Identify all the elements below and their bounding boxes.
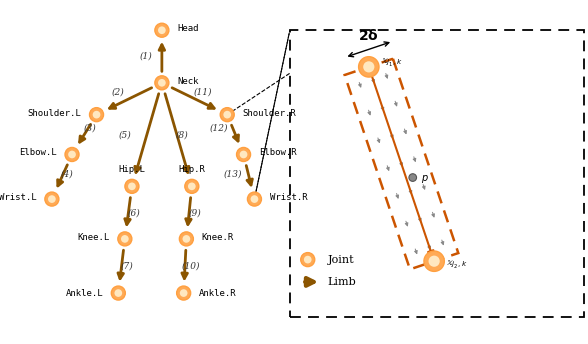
Circle shape	[223, 111, 231, 119]
Circle shape	[111, 286, 125, 300]
Text: Ankle.R: Ankle.R	[199, 289, 236, 298]
Text: Elbow.L: Elbow.L	[19, 148, 57, 158]
Text: Wrist.R: Wrist.R	[270, 193, 308, 202]
Circle shape	[48, 195, 56, 203]
Circle shape	[128, 182, 136, 190]
Text: (9): (9)	[188, 208, 201, 217]
Circle shape	[424, 251, 445, 271]
Text: Ankle.L: Ankle.L	[65, 289, 103, 298]
Bar	[290, 30, 584, 317]
Text: (8): (8)	[176, 130, 189, 139]
Text: $\mathbb{x}_{j_2,k}$: $\mathbb{x}_{j_2,k}$	[446, 258, 467, 270]
Circle shape	[45, 192, 59, 206]
Circle shape	[182, 235, 191, 243]
Text: p: p	[422, 173, 427, 183]
Circle shape	[429, 256, 440, 267]
Circle shape	[65, 148, 79, 161]
Circle shape	[220, 108, 234, 122]
Text: (5): (5)	[119, 130, 132, 139]
Text: (13): (13)	[223, 169, 242, 178]
Circle shape	[158, 26, 166, 34]
Circle shape	[121, 235, 129, 243]
Circle shape	[180, 289, 188, 297]
Text: Neck: Neck	[177, 77, 199, 86]
Text: $\mathbb{x}_{j_1,k}$: $\mathbb{x}_{j_1,k}$	[381, 56, 402, 68]
Circle shape	[363, 61, 375, 73]
Text: Knee.L: Knee.L	[78, 233, 109, 242]
Circle shape	[359, 57, 379, 77]
Circle shape	[155, 76, 169, 90]
Circle shape	[248, 192, 262, 206]
Text: Knee.R: Knee.R	[202, 233, 234, 242]
Text: (12): (12)	[210, 124, 228, 133]
Text: (3): (3)	[83, 124, 96, 133]
Text: Hip.L: Hip.L	[119, 164, 145, 174]
Text: Hip.R: Hip.R	[178, 164, 205, 174]
Circle shape	[188, 182, 196, 190]
Circle shape	[409, 174, 416, 181]
Text: (2): (2)	[112, 88, 125, 97]
Text: Shoulder.L: Shoulder.L	[28, 109, 81, 118]
Circle shape	[300, 252, 315, 267]
Circle shape	[155, 23, 169, 37]
Circle shape	[236, 148, 250, 161]
Circle shape	[68, 151, 76, 158]
Circle shape	[176, 286, 191, 300]
Text: (6): (6)	[128, 208, 140, 217]
Text: Shoulder.R: Shoulder.R	[242, 109, 296, 118]
Circle shape	[240, 151, 248, 158]
Text: $\mathbf{2\delta}$: $\mathbf{2\delta}$	[359, 28, 379, 43]
Text: Head: Head	[177, 24, 199, 33]
Circle shape	[125, 179, 139, 193]
Text: Limb: Limb	[328, 277, 356, 287]
Circle shape	[89, 108, 103, 122]
Circle shape	[179, 232, 193, 246]
Circle shape	[93, 111, 101, 119]
Circle shape	[250, 195, 258, 203]
Text: Elbow.R: Elbow.R	[259, 148, 296, 158]
Text: Wrist.L: Wrist.L	[0, 193, 36, 202]
Circle shape	[115, 289, 122, 297]
Circle shape	[185, 179, 199, 193]
Text: (11): (11)	[193, 88, 212, 97]
Text: (4): (4)	[61, 169, 74, 178]
Circle shape	[118, 232, 132, 246]
Text: Joint: Joint	[328, 255, 354, 265]
Text: (1): (1)	[139, 52, 152, 61]
Circle shape	[158, 79, 166, 87]
Text: (7): (7)	[121, 261, 133, 270]
Circle shape	[304, 256, 312, 264]
Text: (10): (10)	[181, 261, 200, 270]
